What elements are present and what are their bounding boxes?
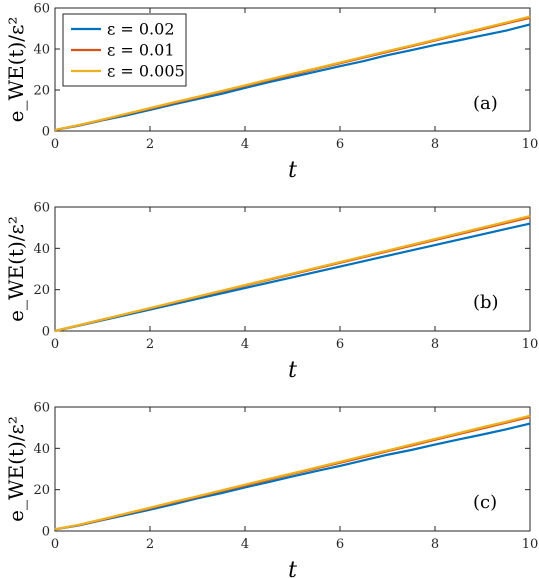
y-tick-label: 0 [42,325,50,340]
x-axis-label: t [288,358,297,383]
y-tick-label: 0 [42,125,50,140]
x-tick-label: 6 [336,337,344,352]
plot-area [54,406,531,532]
plot-area [54,206,531,332]
y-tick-label: 60 [33,201,50,216]
x-tick-label: 4 [241,537,249,552]
x-tick-label: 2 [146,537,154,552]
legend-entry-2: ε = 0.01 [107,41,175,60]
y-tick-label: 20 [33,84,50,99]
y-tick-label: 20 [33,283,50,298]
x-tick-label: 8 [431,337,439,352]
chart-panel-2: 0 2 4 6 8 10 0 20 40 60 t e_WE(t)/ε² (b) [4,201,538,384]
y-axis-label: e_WE(t)/ε² [4,416,28,522]
x-tick-label: 10 [522,537,539,552]
x-tick-label: 0 [51,137,59,152]
y-axis-label: e_WE(t)/ε² [4,216,28,322]
y-tick-label: 40 [33,442,50,457]
legend-box [62,13,187,87]
legend-entry-3: ε = 0.005 [107,62,185,81]
x-tick-label: 4 [241,337,249,352]
x-tick-label: 10 [522,337,539,352]
y-tick-label: 40 [33,242,50,257]
x-tick-label: 8 [431,137,439,152]
x-tick-label: 6 [336,537,344,552]
panel-label: (a) [473,93,498,114]
series-line-1 [54,422,531,531]
chart-panel-3: 0 2 4 6 8 10 0 20 40 60 t e_WE(t)/ε² (c) [4,401,538,578]
x-tick-label: 0 [51,337,59,352]
chart-panel-1: 0 2 4 6 8 10 0 20 40 60 t e_WE(t)/ε² (a) ε = 0.02 ε = … [4,2,538,184]
y-axis-label: e_WE(t)/ε² [4,17,28,123]
panel-label: (b) [473,292,499,313]
x-tick-label: 6 [336,137,344,152]
y-tick-label: 40 [33,43,50,58]
x-tick-label: 4 [241,137,249,152]
y-tick-label: 20 [33,483,50,498]
series-line-3 [54,15,531,132]
y-tick-label: 60 [33,401,50,416]
legend-entry-1: ε = 0.02 [107,20,175,39]
y-tick-label: 60 [33,2,50,17]
x-tick-label: 8 [431,537,439,552]
series-line-3 [54,414,531,531]
series-line-1 [54,23,531,132]
series-line-3 [54,215,531,333]
x-axis-label: t [288,158,297,183]
y-tick-label: 0 [42,525,50,540]
x-tick-label: 2 [146,137,154,152]
x-tick-label: 2 [146,337,154,352]
panel-label: (c) [473,492,497,513]
x-axis-label: t [288,558,297,578]
x-tick-label: 0 [51,537,59,552]
x-tick-label: 10 [522,137,539,152]
